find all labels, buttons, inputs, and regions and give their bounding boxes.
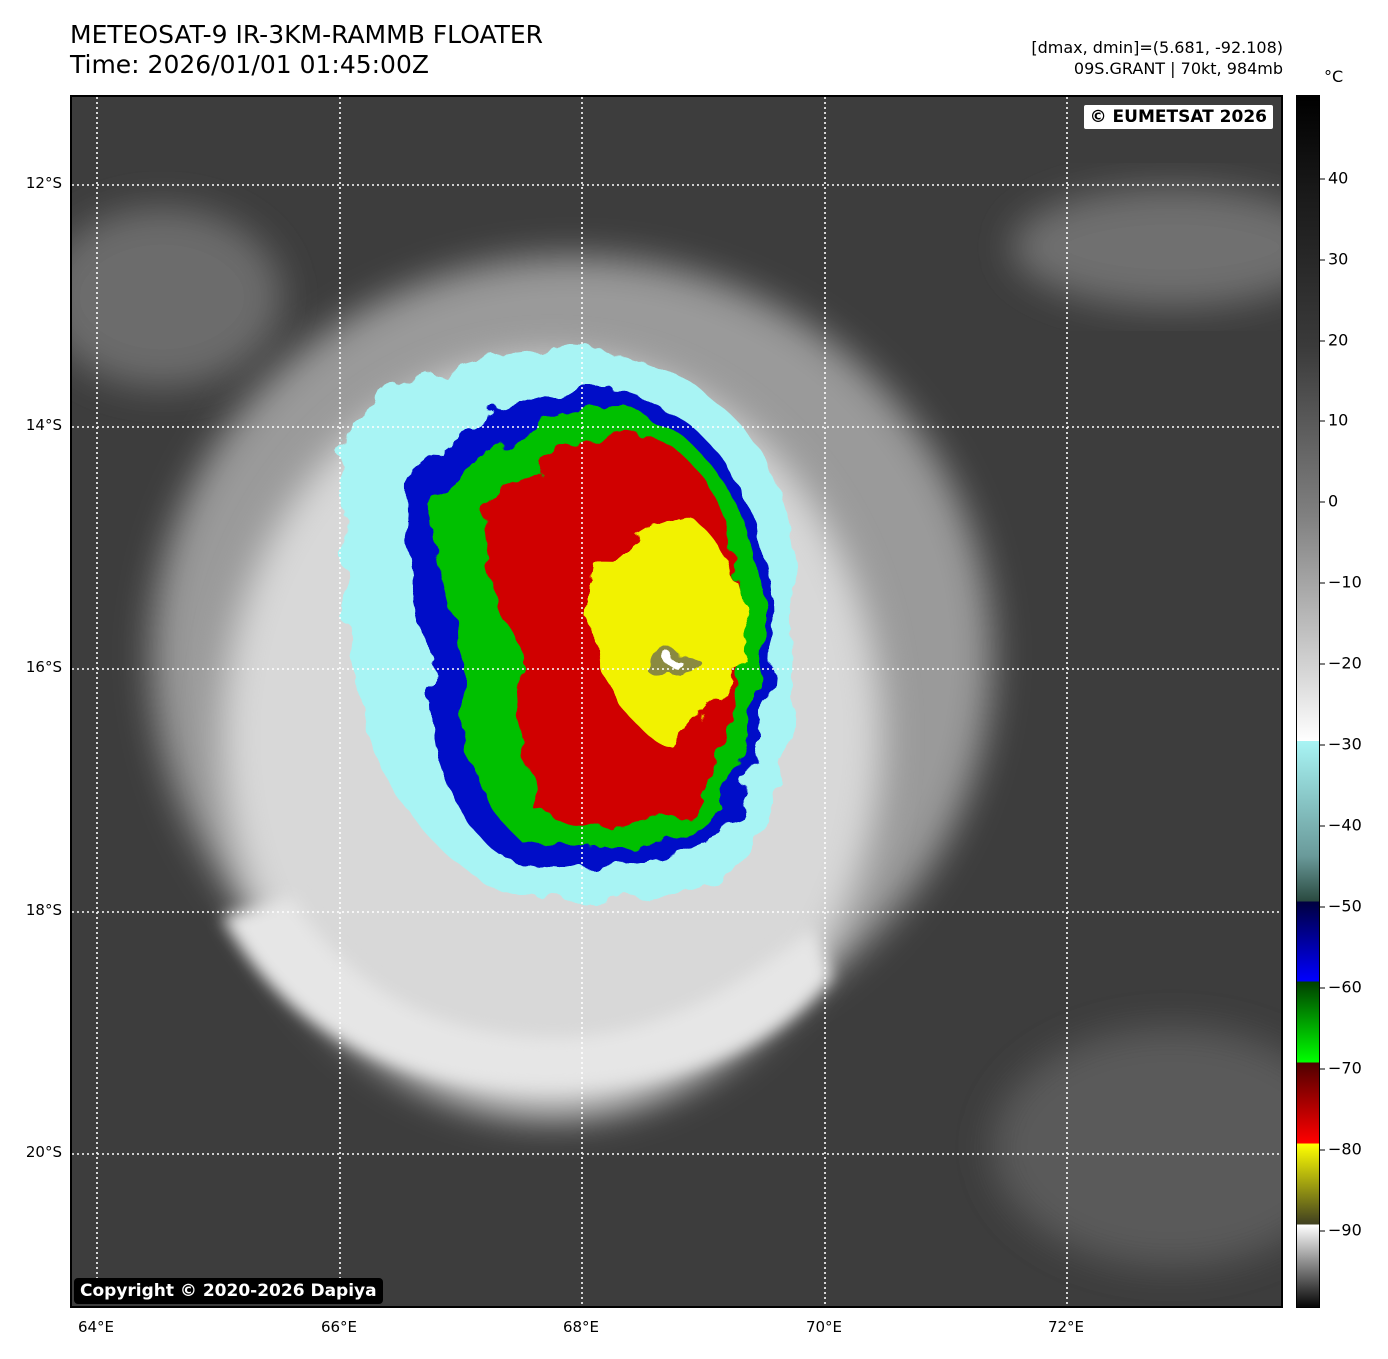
map-title: METEOSAT-9 IR-3KM-RAMMB FLOATER Time: 20… xyxy=(70,20,543,80)
colorbar-unit: °C xyxy=(1324,67,1344,86)
cb-tick-m80: −80 xyxy=(1320,1139,1362,1159)
lat-tick-20s: 20°S xyxy=(25,1143,62,1161)
title-line-time: Time: 2026/01/01 01:45:00Z xyxy=(70,50,429,79)
lat-tick-18s: 18°S xyxy=(25,901,62,919)
cb-tick-m30: −30 xyxy=(1320,734,1362,754)
title-line-satellite: METEOSAT-9 IR-3KM-RAMMB FLOATER xyxy=(70,20,544,49)
cb-tick-20: 20 xyxy=(1319,330,1349,350)
lon-tick-72e: 72°E xyxy=(1047,1318,1085,1336)
cb-tick-m20: −20 xyxy=(1320,653,1362,673)
cb-tick-10: 10 xyxy=(1319,410,1349,430)
storm-info: [dmax, dmin]=(5.681, -92.108) 09S.GRANT … xyxy=(1031,37,1283,79)
copyright-label: Copyright © 2020-2026 Dapiya xyxy=(74,1278,383,1304)
lat-tick-16s: 16°S xyxy=(25,658,62,676)
lon-tick-70e: 70°E xyxy=(805,1318,843,1336)
temperature-colorbar xyxy=(1296,95,1320,1308)
lon-tick-68e: 68°E xyxy=(562,1318,600,1336)
eumetsat-credit: © EUMETSAT 2026 xyxy=(1083,105,1273,129)
lon-tick-66e: 66°E xyxy=(320,1318,358,1336)
cb-tick-40: 40 xyxy=(1319,168,1349,188)
graticule xyxy=(72,97,1281,1306)
cb-tick-m10: −10 xyxy=(1320,572,1362,592)
storm-text: 09S.GRANT | 70kt, 984mb xyxy=(1073,59,1283,78)
satellite-map[interactable]: © EUMETSAT 2026 Copyright © 2020-2026 Da… xyxy=(70,95,1283,1308)
cb-tick-0: 0 xyxy=(1319,491,1339,511)
lon-tick-64e: 64°E xyxy=(77,1318,115,1336)
ir-imagery xyxy=(72,97,1281,1306)
cb-tick-m90: −90 xyxy=(1320,1220,1362,1240)
lat-tick-14s: 14°S xyxy=(25,416,62,434)
cb-tick-m70: −70 xyxy=(1320,1058,1362,1078)
cb-tick-m40: −40 xyxy=(1320,815,1362,835)
range-text: [dmax, dmin]=(5.681, -92.108) xyxy=(1031,38,1283,57)
cb-tick-30: 30 xyxy=(1319,249,1349,269)
cb-tick-m50: −50 xyxy=(1320,896,1362,916)
lat-tick-12s: 12°S xyxy=(25,174,62,192)
cb-tick-m60: −60 xyxy=(1320,977,1362,997)
cold-cloud-tops xyxy=(340,349,797,902)
